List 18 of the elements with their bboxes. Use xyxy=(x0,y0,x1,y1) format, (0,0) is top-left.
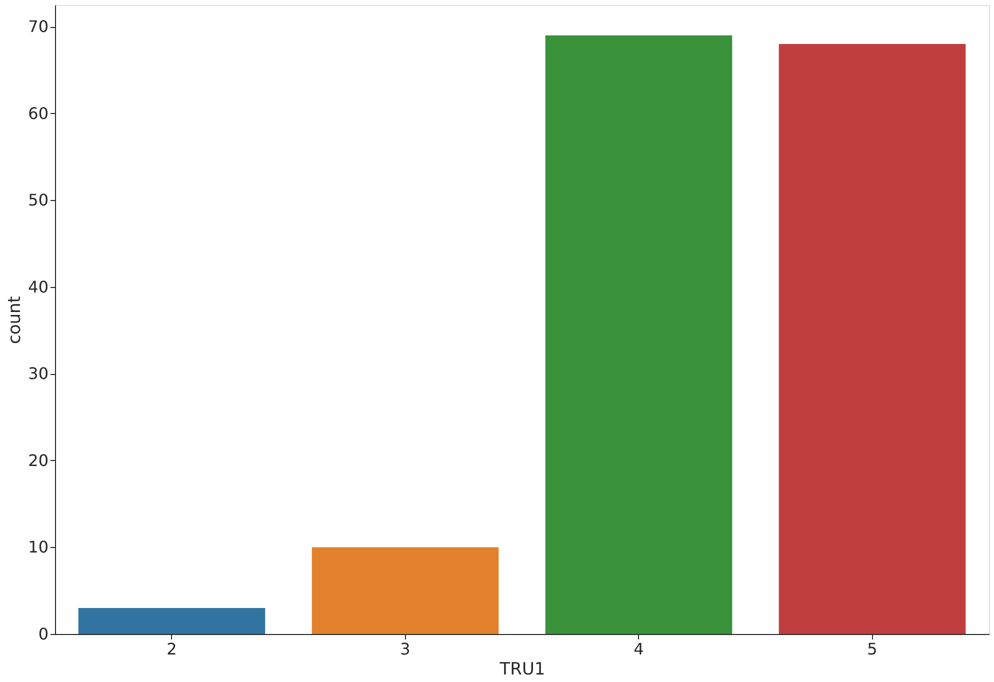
y-tick-label: 20 xyxy=(28,450,48,470)
y-tick-label: 60 xyxy=(28,104,48,123)
x-tick-label: 2 xyxy=(166,640,177,658)
y-tick-label: 0 xyxy=(38,624,48,644)
y-tick-label: 70 xyxy=(28,17,48,36)
x-tick-label: 3 xyxy=(400,640,410,658)
x-axis-title: TRU1 xyxy=(498,660,546,680)
bar xyxy=(78,608,266,634)
y-tick-label: 40 xyxy=(28,277,48,296)
y-axis-title: count xyxy=(5,296,26,344)
y-tick-label: 30 xyxy=(28,364,48,384)
bar xyxy=(545,35,732,634)
bar xyxy=(312,547,499,634)
x-tick-label: 4 xyxy=(634,640,644,658)
y-tick-label: 50 xyxy=(28,190,48,210)
x-tick-label: 5 xyxy=(867,640,878,658)
bar xyxy=(778,44,966,634)
y-tick-label: 10 xyxy=(28,538,48,557)
